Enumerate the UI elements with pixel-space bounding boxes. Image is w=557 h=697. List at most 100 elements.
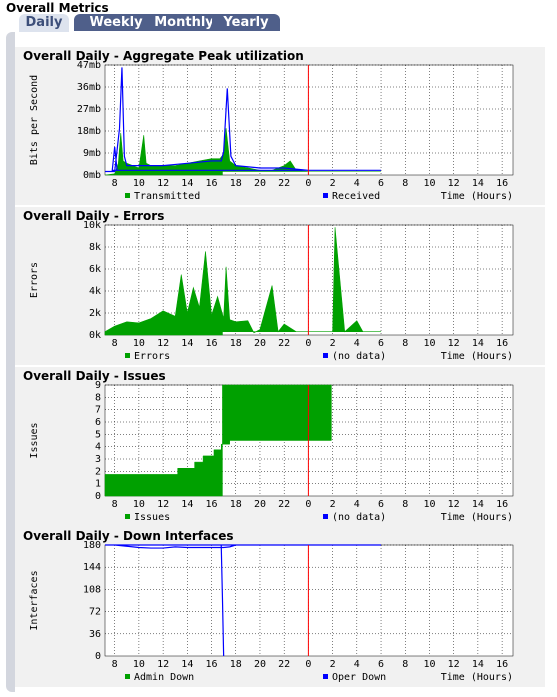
chart-title: Overall Daily - Errors [23, 209, 165, 223]
x-tick-label: 22 [278, 178, 290, 189]
down-interfaces-chart: 0 36 72 108 144 180 8 10 12 14 16 18 20 22 0 2 4 6 8 10 12 14… [29, 540, 514, 683]
x-tick-label: 20 [254, 338, 266, 349]
chart-title: Overall Daily - Aggregate Peak utilizati… [23, 49, 304, 63]
y-tick-label: 144 [83, 562, 101, 573]
chart-title: Overall Daily - Issues [23, 369, 166, 383]
x-tick-label: 2 [330, 338, 336, 349]
x-tick-label: 14 [181, 338, 193, 349]
x-tick-label: 18 [230, 178, 242, 189]
plot-area [104, 544, 514, 657]
y-tick-label: 27mb [77, 104, 101, 115]
tab-weekly[interactable]: Weekly [74, 14, 158, 31]
chart-panel-errors: Overall Daily - Errors 0k 2k 4k 6k 8k 10k 8 10 1… [15, 207, 545, 365]
x-tick-label: 6 [378, 659, 384, 670]
x-tick-label: 14 [472, 338, 484, 349]
y-tick-label: 180 [83, 540, 101, 551]
legend-swatch [125, 193, 130, 198]
x-tick-label: 22 [278, 499, 290, 510]
x-tick-label: 6 [378, 338, 384, 349]
y-tick-label: 8k [89, 242, 101, 253]
y-tick-label: 72 [89, 607, 101, 618]
series-area [104, 384, 332, 497]
x-tick-label: 18 [230, 338, 242, 349]
x-tick-label: 14 [472, 499, 484, 510]
y-tick-label: 36 [89, 629, 101, 640]
x-tick-label: 6 [378, 499, 384, 510]
x-tick-label: 0 [305, 338, 311, 349]
y-tick-label: 9mb [83, 148, 101, 159]
errors-chart: 0k 2k 4k 6k 8k 10k 8 10 12 14 16 18 20 22 0 2 4 6 8 10 12 14 1… [29, 220, 514, 362]
x-tick-label: 4 [354, 499, 360, 510]
x-tick-label: 0 [305, 178, 311, 189]
x-tick-label: 16 [496, 659, 508, 670]
x-tick-label: 22 [278, 338, 290, 349]
x-tick-label: 16 [206, 499, 218, 510]
x-tick-label: 10 [133, 178, 145, 189]
x-tick-label: 16 [206, 659, 218, 670]
x-tick-label: 16 [496, 338, 508, 349]
legend-label: Issues [134, 512, 170, 523]
y-tick-label: 10k [83, 220, 101, 231]
x-tick-label: 12 [448, 659, 460, 670]
tab-yearly[interactable]: Yearly [212, 14, 280, 31]
x-tick-label: 14 [472, 659, 484, 670]
y-tick-label: 1 [95, 479, 101, 490]
sidebar-decoration [6, 32, 15, 692]
series-line [105, 544, 382, 657]
legend-swatch [323, 193, 328, 198]
y-tick-label: 0 [95, 491, 101, 502]
x-axis-label: Time (Hours) [441, 191, 513, 202]
x-tick-label: 12 [157, 338, 169, 349]
y-tick-label: 9 [95, 380, 101, 391]
x-axis-label: Time (Hours) [441, 351, 513, 362]
x-tick-label: 10 [133, 499, 145, 510]
legend-label: Admin Down [134, 672, 194, 683]
tab-monthly[interactable]: Monthly [143, 14, 225, 31]
x-tick-label: 2 [330, 499, 336, 510]
x-tick-label: 12 [157, 659, 169, 670]
x-tick-label: 2 [330, 178, 336, 189]
y-axis-label: Interfaces [29, 570, 40, 630]
y-tick-label: 0 [95, 651, 101, 662]
y-axis-label: Errors [29, 262, 40, 298]
x-axis-label: Time (Hours) [441, 672, 513, 683]
x-tick-label: 4 [354, 338, 360, 349]
chart-title: Overall Daily - Down Interfaces [23, 529, 234, 543]
x-tick-label: 10 [423, 178, 435, 189]
x-tick-label: 8 [402, 178, 408, 189]
x-tick-label: 16 [496, 178, 508, 189]
x-tick-label: 16 [206, 178, 218, 189]
x-tick-label: 12 [448, 499, 460, 510]
plot-area [104, 64, 514, 176]
legend-label: (no data) [332, 351, 386, 362]
x-tick-label: 12 [448, 338, 460, 349]
x-tick-label: 14 [472, 178, 484, 189]
y-tick-label: 36mb [77, 82, 101, 93]
y-tick-label: 108 [83, 584, 101, 595]
x-tick-label: 0 [305, 659, 311, 670]
legend-swatch [125, 514, 130, 519]
y-tick-label: 5 [95, 429, 101, 440]
x-tick-label: 8 [112, 659, 118, 670]
chart-panel-issues: Overall Daily - Issues 0 1 2 3 4 5 6 7 8 9 8 10 12 14… [15, 367, 545, 527]
y-tick-label: 47mb [77, 60, 101, 71]
x-tick-label: 14 [181, 499, 193, 510]
tab-daily[interactable]: Daily [19, 14, 69, 32]
y-tick-label: 8 [95, 392, 101, 403]
y-tick-label: 2 [95, 466, 101, 477]
y-tick-label: 4 [95, 442, 101, 453]
series-line [105, 67, 382, 173]
x-tick-label: 8 [112, 499, 118, 510]
y-tick-label: 0mb [83, 170, 101, 181]
legend-label: Errors [134, 351, 170, 362]
x-tick-label: 20 [254, 499, 266, 510]
y-tick-label: 6 [95, 417, 101, 428]
y-axis-label: Bits per Second [29, 75, 40, 165]
y-tick-label: 3 [95, 454, 101, 465]
legend-label: Received [332, 191, 380, 202]
x-tick-label: 18 [230, 659, 242, 670]
chart-panel-utilization: Overall Daily - Aggregate Peak utilizati… [15, 47, 545, 205]
utilization-chart: 0mb 9mb 18mb 27mb 36mb 47mb 8 10 12 14 16 18 20 22 0 2 4… [29, 60, 514, 202]
legend-swatch [125, 353, 130, 358]
